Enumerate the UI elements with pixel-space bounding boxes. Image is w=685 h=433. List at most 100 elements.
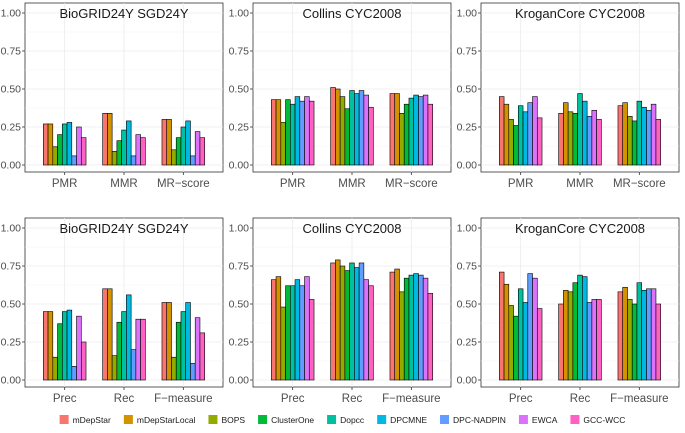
bar-gcc-wcc (536, 117, 543, 166)
legend-item: mDepStar (59, 415, 111, 425)
bar-bops (280, 122, 286, 166)
bar-dpc-nadpin (586, 302, 593, 381)
bar-mdepstarlocal (335, 88, 341, 166)
x-tick-label: PMR (52, 178, 78, 190)
bar-mdepstarlocal (166, 119, 172, 166)
bar-dopcc (636, 100, 643, 166)
bar-ewca (422, 277, 429, 381)
legend-label: ClusterOne (271, 415, 314, 425)
x-tick-label: F−measure (154, 393, 212, 405)
y-tick-label: 0.25 (1, 337, 22, 349)
y-tick-label: 1.00 (457, 223, 478, 235)
bar-bops (171, 149, 177, 166)
y-tick-label: 0.75 (229, 261, 250, 273)
y-tick-label: 0.00 (229, 160, 250, 172)
bar-bops (627, 299, 633, 381)
bar-dpc-nadpin (527, 102, 533, 166)
bar-gcc-wcc (427, 293, 434, 381)
chart-legend: mDepStar mDepStarLocal BOPS ClusterOne Dopcc… (59, 415, 625, 425)
bar-bops (399, 291, 405, 381)
bar-clusterone (175, 321, 182, 381)
y-tick-label: 0.50 (1, 84, 22, 96)
bar-dpcmne (354, 267, 360, 381)
x-tick-label: F−measure (610, 393, 668, 405)
bar-dpcmne (126, 294, 132, 381)
x-tick-label: Rec (342, 393, 363, 405)
bar-mdepstar (330, 262, 336, 381)
y-tick-label: 1.00 (1, 223, 22, 235)
bar-ewca (194, 131, 201, 166)
bar-dpc-nadpin (646, 288, 652, 381)
panel: 0.00 0.25 0.50 0.75 1.00 Collins CYC2008 Prec R… (229, 217, 452, 405)
bar-clusterone (175, 137, 182, 166)
bar-clusterone (57, 323, 63, 381)
bar-mdepstarlocal (563, 102, 569, 166)
legend-item: DPCMNE (377, 415, 427, 425)
bar-dopcc (636, 282, 643, 381)
bar-clusterone (572, 113, 578, 166)
y-tick-label: 0.00 (457, 375, 478, 387)
bar-gcc-wcc (199, 332, 205, 381)
bar-dpcmne (66, 122, 73, 166)
bar-ewca (363, 94, 369, 166)
bar-mdepstarlocal (394, 268, 400, 381)
legend-swatch (518, 415, 528, 424)
bar-bops (280, 306, 286, 381)
legend-swatch (377, 415, 387, 424)
bar-bops (627, 116, 633, 166)
bar-mdepstar (558, 113, 564, 166)
bar-mdepstarlocal (275, 276, 282, 381)
bar-dopcc (349, 262, 355, 381)
legend-label: DPCMNE (390, 415, 427, 425)
bar-dpcmne (294, 279, 301, 381)
x-tick-label: MR−score (157, 178, 210, 190)
bar-gcc-wcc (536, 308, 543, 381)
bar-dpc-nadpin (130, 349, 137, 381)
bar-bops (52, 356, 58, 381)
bar-mdepstar (271, 99, 277, 166)
bar-dopcc (121, 311, 127, 381)
bar-clusterone (572, 282, 578, 381)
bar-mdepstar (617, 291, 624, 381)
bar-ewca (650, 288, 657, 381)
legend-swatch (208, 415, 218, 424)
y-tick-label: 0.00 (457, 160, 478, 172)
bar-ewca (363, 279, 369, 381)
x-tick-label: MMR (338, 178, 365, 190)
bar-dopcc (517, 288, 524, 381)
panel: 0.00 0.25 0.50 0.75 1.00 BioGRID24Y SGD24Y Pre… (1, 217, 224, 405)
bar-bops (508, 305, 514, 381)
bar-bops (52, 146, 58, 166)
x-tick-label: MMR (566, 178, 593, 190)
bar-clusterone (403, 103, 410, 166)
panel: 0.00 0.25 0.50 0.75 1.00 KroganCore CYC2008 Pr… (457, 217, 680, 405)
bar-clusterone (57, 134, 63, 166)
bar-dpcmne (126, 120, 132, 166)
bar-gcc-wcc (427, 103, 434, 166)
bar-dpcmne (413, 273, 419, 381)
bar-mdepstarlocal (394, 93, 400, 166)
x-tick-label: Rec (570, 393, 591, 405)
bar-mdepstar (271, 279, 277, 381)
bar-bops (508, 119, 514, 166)
bar-ewca (304, 276, 310, 381)
legend-item: BOPS (208, 415, 245, 425)
bar-ewca (304, 96, 310, 166)
bar-gcc-wcc (140, 318, 146, 381)
bar-mdepstar (558, 303, 564, 381)
bar-mdepstarlocal (47, 123, 54, 166)
y-tick-label: 1.00 (229, 223, 250, 235)
bar-clusterone (285, 285, 291, 381)
panel: 0.00 0.25 0.50 0.75 1.00 KroganCore CYC2008 PM… (457, 2, 680, 190)
bar-dpc-nadpin (358, 90, 365, 166)
y-tick-label: 0.50 (457, 84, 478, 96)
bar-dopcc (180, 126, 187, 166)
bar-ewca (591, 299, 597, 381)
bar-clusterone (285, 99, 291, 166)
x-tick-label: PMR (508, 178, 534, 190)
bar-gcc-wcc (199, 137, 205, 166)
bar-dpcmne (582, 276, 588, 381)
panel-title: BioGRID24Y SGD24Y (59, 221, 188, 236)
bar-gcc-wcc (308, 299, 315, 381)
legend-item: ClusterOne (258, 415, 314, 425)
